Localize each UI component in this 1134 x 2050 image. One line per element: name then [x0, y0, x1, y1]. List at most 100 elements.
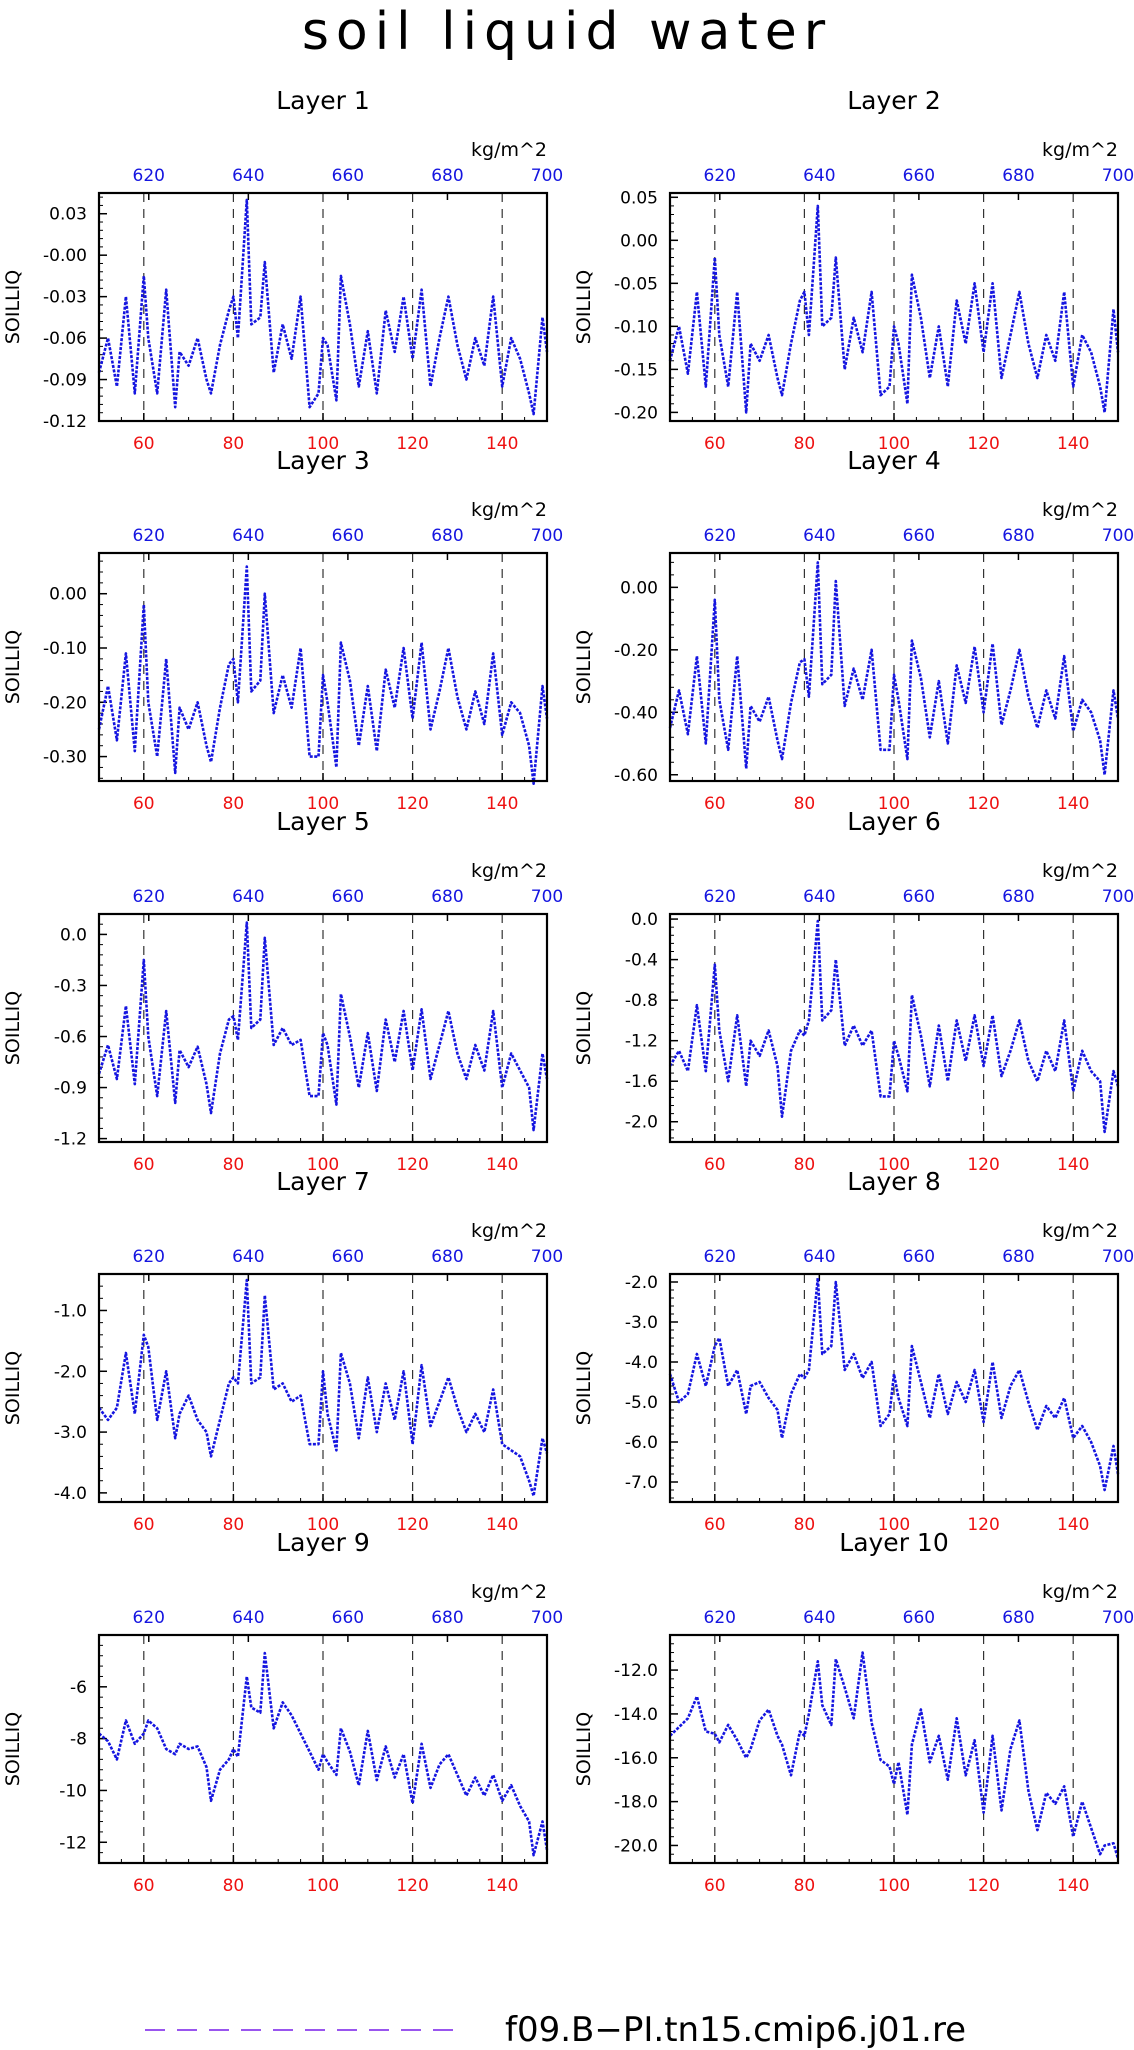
y-tick-label: -20.0: [614, 1836, 658, 1856]
chart-panel: Layer 5 kg/m^2 620 640 660 680 700 60 80 100 120 14…: [2, 807, 563, 1175]
series-line: [97, 1278, 549, 1498]
chart-panel: Layer 1 kg/m^2 620 640 660 680 700 60 80 100 120 14…: [2, 86, 563, 454]
x-tick-label: 120: [967, 434, 999, 454]
x-tick-label: 100: [307, 1515, 339, 1535]
y-tick-label: 0.0: [631, 910, 658, 930]
chart-panel: Layer 6 kg/m^2 620 640 660 680 700 60 80 100 120 14…: [573, 807, 1134, 1175]
plot-frame: [668, 551, 1120, 783]
y-tick-label: 0.0: [60, 925, 87, 945]
x-tick-label: 140: [1057, 434, 1089, 454]
plot-frame: [97, 1633, 549, 1865]
y-tick-label: -0.4: [625, 951, 658, 971]
top-axis-unit: kg/m^2: [1042, 860, 1118, 882]
top-tick-label: 620: [133, 166, 165, 186]
y-tick-label: 0.03: [49, 205, 87, 225]
y-tick-label: -0.40: [614, 703, 658, 723]
top-tick-label: 640: [232, 1608, 264, 1628]
top-axis-unit: kg/m^2: [1042, 139, 1118, 161]
y-tick-label: -2.0: [54, 1362, 87, 1382]
x-tick-label: 100: [878, 1155, 910, 1175]
top-tick-label: 680: [431, 887, 463, 907]
y-tick-label: 0.05: [620, 188, 658, 208]
top-tick-label: 680: [431, 526, 463, 546]
top-axis-unit: kg/m^2: [1042, 1220, 1118, 1242]
y-tick-label: -10: [59, 1781, 87, 1801]
x-tick-label: 120: [396, 1515, 428, 1535]
series-line: [97, 921, 549, 1132]
chart-panel: Layer 3 kg/m^2 620 640 660 680 700 60 80 100 120 14…: [2, 446, 563, 814]
top-tick-label: 660: [332, 887, 364, 907]
top-tick-label: 660: [903, 526, 935, 546]
panel-title: Layer 8: [847, 1167, 941, 1196]
y-axis-label: SOILLIQ: [2, 991, 24, 1065]
x-tick-label: 120: [396, 434, 428, 454]
chart-panel: Layer 10 kg/m^2 620 640 660 680 700 60 80 100 120 1…: [573, 1528, 1134, 1896]
series-line: [669, 1651, 1120, 1859]
x-tick-label: 100: [307, 1876, 339, 1896]
top-tick-label: 680: [1002, 1247, 1034, 1267]
x-tick-label: 80: [223, 1515, 245, 1535]
y-tick-label: -18.0: [614, 1793, 658, 1813]
y-tick-label: -3.0: [625, 1313, 658, 1333]
series-line: [668, 1276, 1120, 1492]
top-tick-label: 700: [1102, 526, 1134, 546]
x-tick-label: 60: [704, 1155, 726, 1175]
series-line: [668, 204, 1120, 414]
top-axis-unit: kg/m^2: [471, 1220, 547, 1242]
y-axis-label: SOILLIQ: [573, 991, 595, 1065]
y-tick-label: -0.10: [43, 639, 87, 659]
plot-frame: [668, 191, 1120, 423]
y-tick-label: 0.00: [620, 231, 658, 251]
x-tick-label: 80: [794, 1876, 816, 1896]
x-tick-label: 140: [486, 1876, 518, 1896]
series-line: [668, 561, 1120, 777]
chart-panel: Layer 9 kg/m^2 620 640 660 680 700 60 80 100 120 14…: [2, 1528, 563, 1896]
page-title: soil liquid water: [301, 2, 833, 62]
chart-panel: Layer 8 kg/m^2 620 640 660 680 700 60 80 100 120 14…: [573, 1167, 1134, 1535]
top-axis-unit: kg/m^2: [1042, 1581, 1118, 1603]
x-tick-label: 120: [396, 794, 428, 814]
y-tick-label: -0.03: [43, 288, 87, 308]
top-tick-label: 680: [1002, 1608, 1034, 1628]
panel-title: Layer 4: [847, 446, 941, 475]
x-tick-label: 140: [486, 794, 518, 814]
series-line: [97, 565, 549, 786]
y-tick-label: -4.0: [625, 1353, 658, 1373]
top-tick-label: 620: [704, 526, 736, 546]
y-tick-label: -12: [59, 1833, 87, 1853]
y-axis-label: SOILLIQ: [573, 270, 595, 344]
y-tick-label: -0.9: [54, 1079, 87, 1099]
y-axis-label: SOILLIQ: [573, 1712, 595, 1786]
top-tick-label: 640: [232, 166, 264, 186]
y-tick-label: -2.0: [625, 1113, 658, 1133]
top-tick-label: 660: [903, 1247, 935, 1267]
panel-title: Layer 5: [276, 807, 370, 836]
x-tick-label: 60: [704, 1876, 726, 1896]
top-tick-label: 620: [704, 1247, 736, 1267]
x-tick-label: 80: [223, 1155, 245, 1175]
y-tick-label: -4.0: [54, 1484, 87, 1504]
x-tick-label: 80: [794, 434, 816, 454]
top-axis-unit: kg/m^2: [471, 139, 547, 161]
top-tick-label: 640: [803, 887, 835, 907]
x-tick-label: 60: [133, 434, 155, 454]
x-tick-label: 140: [486, 1515, 518, 1535]
x-tick-label: 140: [1057, 1876, 1089, 1896]
y-tick-label: -0.20: [614, 403, 658, 423]
y-tick-label: -16.0: [614, 1749, 658, 1769]
y-axis-label: SOILLIQ: [573, 1351, 595, 1425]
top-tick-label: 700: [1102, 166, 1134, 186]
top-tick-label: 660: [332, 1247, 364, 1267]
x-tick-label: 100: [307, 1155, 339, 1175]
plot-frame: [97, 551, 549, 783]
y-tick-label: -0.20: [43, 693, 87, 713]
plot-frame: [97, 1272, 549, 1504]
top-tick-label: 640: [803, 526, 835, 546]
x-tick-label: 140: [1057, 1515, 1089, 1535]
y-tick-label: -14.0: [614, 1705, 658, 1725]
top-tick-label: 680: [1002, 887, 1034, 907]
top-tick-label: 640: [232, 1247, 264, 1267]
panel-title: Layer 6: [847, 807, 941, 836]
panel-title: Layer 3: [276, 446, 370, 475]
